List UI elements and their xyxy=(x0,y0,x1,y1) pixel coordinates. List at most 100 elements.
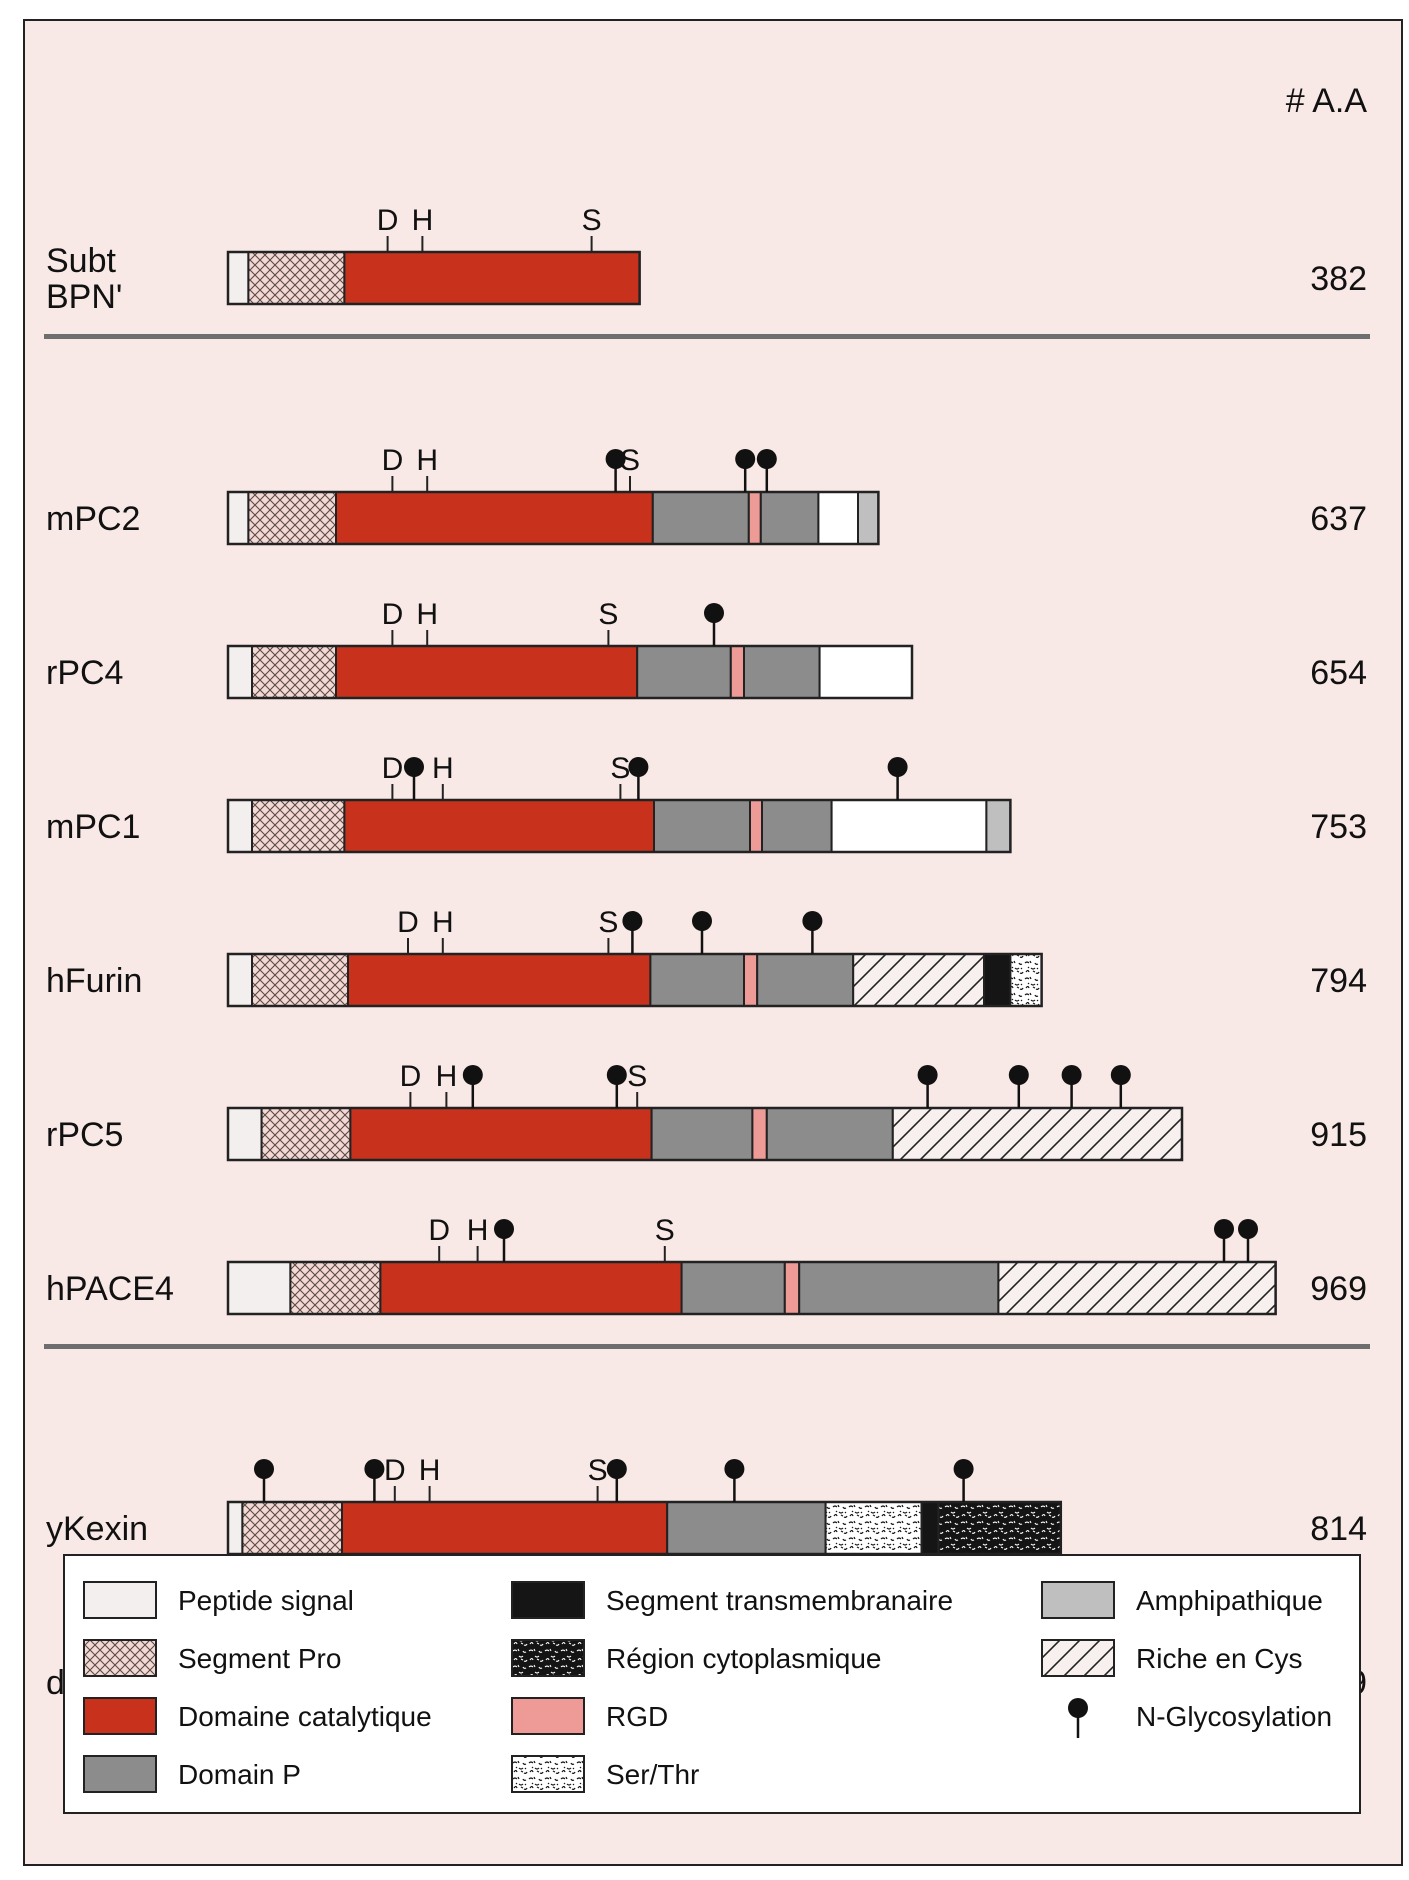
segment-pro xyxy=(251,645,337,699)
glycosylation-pin-icon xyxy=(1061,1065,1082,1108)
segment-domainP xyxy=(650,1107,754,1161)
segment-rgd xyxy=(751,1107,768,1161)
legend-item-cys: Riche en Cys xyxy=(1041,1639,1303,1677)
segment-rgd xyxy=(749,799,763,853)
active-site-S-label: S xyxy=(627,1060,647,1093)
aa-count: 969 xyxy=(1310,1270,1367,1308)
glycosylation-pin-icon xyxy=(724,1459,745,1502)
active-site-H-label: H xyxy=(467,1214,489,1247)
active-site-D-label: D xyxy=(382,598,404,631)
legend-label: Région cytoplasmique xyxy=(606,1643,882,1674)
glycosylation-pin-icon xyxy=(704,603,724,646)
active-site-S-label: S xyxy=(655,1214,675,1247)
segment-catalytic xyxy=(349,1107,653,1161)
segment-domainP xyxy=(743,645,821,699)
glycosylation-pin-icon xyxy=(1238,1219,1258,1262)
group-divider xyxy=(44,1344,1370,1349)
aa-count: 753 xyxy=(1310,808,1367,846)
aa-column-header: # A.A xyxy=(1286,82,1368,120)
glycosylation-pin-icon xyxy=(1214,1219,1234,1262)
segment-catalytic xyxy=(335,491,654,545)
glycosylation-pin-icon xyxy=(692,911,712,954)
segment-catalytic xyxy=(341,1501,669,1555)
segment-cys xyxy=(852,953,986,1007)
legend-swatch-amphipathic xyxy=(1041,1581,1115,1619)
legend-item-catalytic: Domaine catalytique xyxy=(83,1697,432,1735)
protein-row: rPC4 654 D H S xyxy=(46,598,1367,700)
segment-domainP xyxy=(759,491,820,545)
legend-item-amphipathic: Amphipathique xyxy=(1041,1581,1323,1619)
segment-amphipathic xyxy=(985,799,1012,853)
segment-domainP xyxy=(666,1501,827,1555)
segment-signal xyxy=(227,953,253,1007)
legend-label: Domaine catalytique xyxy=(178,1701,432,1732)
legend-label: Riche en Cys xyxy=(1136,1643,1303,1674)
segment-domainP xyxy=(649,953,746,1007)
segment-serthr xyxy=(824,1501,923,1555)
segment-catalytic xyxy=(335,645,639,699)
protein-row: hPACE4 969 D H S xyxy=(46,1214,1367,1316)
protein-name: mPC1 xyxy=(46,808,140,846)
segment-signal xyxy=(227,1501,244,1555)
protein-bar-outline xyxy=(226,798,1012,854)
active-site-H-label: H xyxy=(436,1060,458,1093)
segment-amphipathic xyxy=(857,491,880,545)
active-site-S-label: S xyxy=(620,444,640,477)
segment-signal xyxy=(227,1261,292,1315)
active-site-H-label: H xyxy=(419,1454,441,1487)
glycosylation-pin-icon xyxy=(953,1459,974,1502)
legend-label: RGD xyxy=(606,1701,668,1732)
segment-pro xyxy=(260,1107,352,1161)
segment-domainP xyxy=(765,1107,894,1161)
legend-swatch-signal xyxy=(83,1581,157,1619)
protein-name: Subt xyxy=(46,242,116,280)
segment-cys xyxy=(891,1107,1183,1161)
segment-domainP xyxy=(680,1261,786,1315)
legend-label: Domain P xyxy=(178,1759,301,1790)
protein-name: hPACE4 xyxy=(46,1270,174,1308)
active-site-D-label: D xyxy=(397,906,419,939)
segment-domainP xyxy=(798,1261,1000,1315)
aa-count: 794 xyxy=(1310,962,1367,1000)
segment-rgd xyxy=(783,1261,801,1315)
protein-name: rPC4 xyxy=(46,654,123,692)
glycosylation-pin-icon xyxy=(735,449,756,492)
protein-bar-outline xyxy=(226,952,1043,1008)
glycosylation-pin-icon xyxy=(494,1219,514,1262)
legend-item-glyco: N-Glycosylation xyxy=(1068,1698,1332,1738)
segment-signal xyxy=(227,251,250,305)
glycosylation-pin-icon xyxy=(364,1459,385,1502)
segment-signal xyxy=(227,645,253,699)
protein-bar-outline xyxy=(226,490,880,546)
segment-pro xyxy=(251,953,349,1007)
legend-label: Amphipathique xyxy=(1136,1585,1323,1616)
protein-bar-outline xyxy=(226,1260,1277,1316)
glycosylation-pin-icon xyxy=(606,1459,627,1502)
segment-white xyxy=(830,799,988,853)
aa-count: 654 xyxy=(1310,654,1367,692)
protein-name: yKexin xyxy=(46,1510,148,1548)
legend-box xyxy=(63,1554,1361,1814)
segment-tm xyxy=(920,1501,940,1555)
active-site-H-label: H xyxy=(416,444,438,477)
segment-rgd xyxy=(747,491,762,545)
legend-swatch-tm xyxy=(511,1581,585,1619)
protein-row: rPC5 915 D H S xyxy=(46,1060,1367,1162)
segment-domainP xyxy=(756,953,855,1007)
protein-name: mPC2 xyxy=(46,500,140,538)
active-site-D-label: D xyxy=(384,1454,406,1487)
legend-item-pro: Segment Pro xyxy=(83,1639,341,1677)
glycosylation-pin-icon xyxy=(404,757,424,800)
legend-label: Ser/Thr xyxy=(606,1759,699,1790)
protein-name: BPN' xyxy=(46,278,122,316)
segment-pro xyxy=(247,251,346,305)
segment-domainP xyxy=(761,799,833,853)
protein-bar-outline xyxy=(226,250,641,306)
glycosylation-pin-icon xyxy=(917,1065,938,1108)
active-site-S-label: S xyxy=(582,204,602,237)
protein-row: mPC1 753 D H S xyxy=(46,752,1367,854)
segment-white xyxy=(817,491,860,545)
segment-serthr xyxy=(1009,953,1043,1007)
glycosylation-pin-icon xyxy=(254,1459,274,1502)
